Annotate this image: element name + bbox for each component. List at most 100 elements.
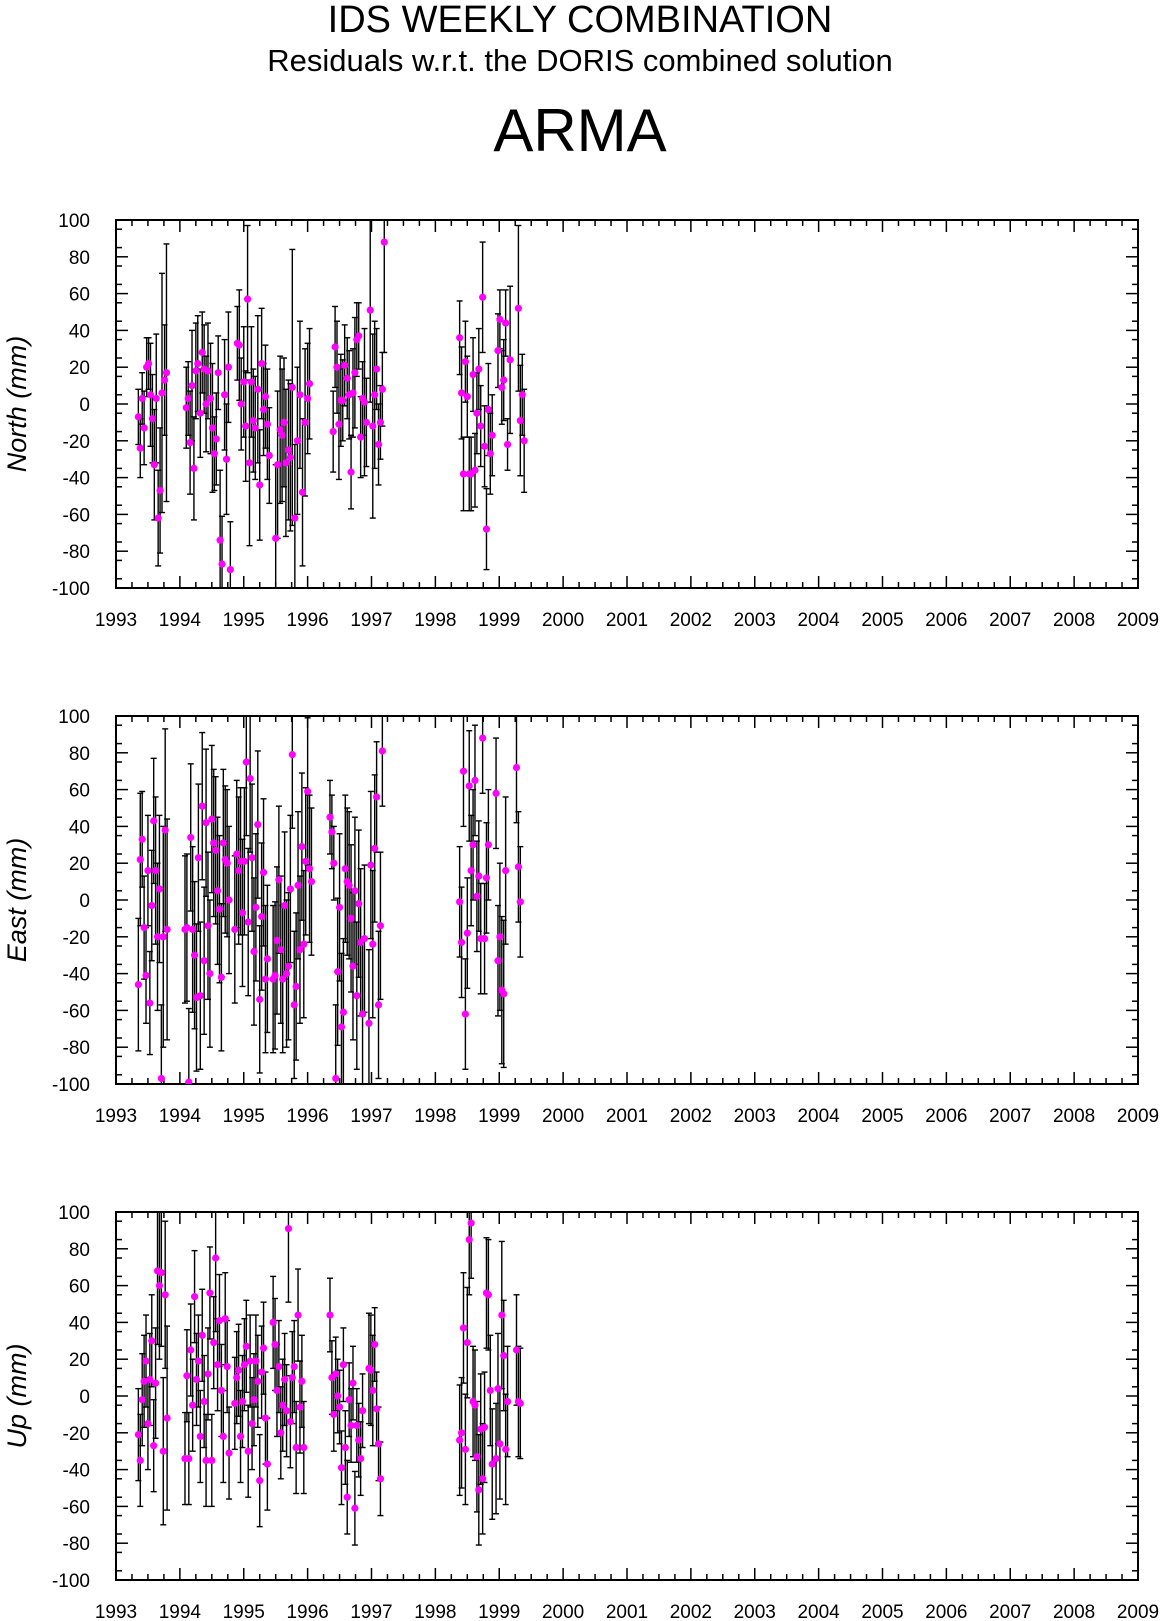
y-tick-label: -60 xyxy=(63,505,90,526)
data-point xyxy=(492,789,500,797)
data-point xyxy=(369,422,377,430)
data-point xyxy=(246,774,254,783)
data-point xyxy=(183,1372,191,1380)
data-point xyxy=(261,1414,270,1422)
data-point xyxy=(245,459,254,467)
y-tick-label: 100 xyxy=(58,1203,90,1224)
x-tick-label: 2009 xyxy=(1117,1106,1159,1127)
station-name: ARMA xyxy=(493,97,667,164)
y-tick-label: 60 xyxy=(69,781,90,802)
data-point xyxy=(159,933,167,941)
data-point xyxy=(330,859,338,867)
data-point xyxy=(217,973,225,981)
y-tick-label: 100 xyxy=(58,211,90,232)
data-point xyxy=(150,1442,158,1450)
data-point xyxy=(358,1407,367,1415)
data-point xyxy=(254,385,262,393)
data-point xyxy=(208,1456,216,1464)
x-tick-label: 2008 xyxy=(1053,610,1095,631)
plot-frame xyxy=(115,1211,1139,1581)
data-point xyxy=(343,1493,351,1501)
data-point xyxy=(500,990,508,998)
x-tick-label: 2009 xyxy=(1117,1602,1159,1621)
data-point xyxy=(238,909,247,917)
data-point xyxy=(242,422,250,430)
data-point xyxy=(250,1396,258,1404)
data-point xyxy=(258,359,266,368)
up-panel: 1993 1994 1995 1996 1997 1998 1999 2000 2001 2002… xyxy=(2,1203,1159,1621)
data-point xyxy=(345,881,353,889)
data-point xyxy=(355,1436,363,1444)
data-point xyxy=(498,383,506,392)
data-point xyxy=(182,404,190,412)
data-point xyxy=(223,859,231,867)
data-point xyxy=(155,885,164,893)
data-point xyxy=(471,466,479,474)
data-point xyxy=(479,1475,487,1483)
data-point xyxy=(140,424,148,432)
data-point xyxy=(278,431,286,439)
data-point xyxy=(300,1443,308,1452)
data-point xyxy=(357,433,365,441)
data-point xyxy=(335,903,344,911)
data-point xyxy=(294,881,302,889)
data-point xyxy=(343,374,351,382)
data-point xyxy=(204,367,212,375)
y-axis-label: North (mm) xyxy=(2,336,32,473)
data-point xyxy=(467,1219,475,1227)
data-point xyxy=(249,416,257,425)
x-tick-label: 1994 xyxy=(159,1106,202,1127)
data-point xyxy=(479,734,487,742)
data-point xyxy=(288,383,296,392)
data-point xyxy=(150,817,158,825)
data-point xyxy=(296,391,304,399)
data-point xyxy=(157,1074,165,1083)
chart-title: IDS WEEKLY COMBINATION xyxy=(327,0,833,41)
x-tick-label: 2007 xyxy=(989,610,1031,631)
data-point xyxy=(516,416,524,425)
y-tick-label: -20 xyxy=(63,928,90,949)
data-point xyxy=(369,940,377,948)
data-point xyxy=(274,461,282,469)
data-point xyxy=(494,1385,502,1393)
data-point xyxy=(328,828,336,836)
data-point xyxy=(138,1396,146,1404)
data-point xyxy=(296,1403,304,1411)
data-point xyxy=(246,1357,254,1365)
data-point xyxy=(163,925,171,934)
data-point xyxy=(357,1454,365,1463)
data-point xyxy=(326,813,334,821)
data-point xyxy=(248,854,256,862)
data-series xyxy=(134,1212,524,1546)
data-point xyxy=(461,1445,469,1453)
x-tick-label: 1998 xyxy=(414,1602,456,1621)
data-point xyxy=(373,365,381,373)
data-point xyxy=(188,382,196,390)
data-point xyxy=(160,376,169,384)
data-point xyxy=(152,394,160,403)
data-point xyxy=(378,385,386,393)
plot-frame xyxy=(115,715,1139,1085)
data-point xyxy=(360,398,369,406)
data-point xyxy=(226,566,234,574)
data-point xyxy=(142,1357,150,1365)
data-point xyxy=(142,971,150,980)
data-point xyxy=(256,995,264,1003)
data-point xyxy=(265,451,273,460)
data-point xyxy=(206,970,214,978)
data-point xyxy=(258,912,266,921)
data-point xyxy=(187,833,195,842)
data-point xyxy=(252,1357,260,1365)
data-point xyxy=(463,393,471,401)
data-point xyxy=(380,238,388,246)
data-point xyxy=(214,369,222,377)
data-point xyxy=(516,898,524,906)
data-series xyxy=(134,220,528,588)
data-point xyxy=(243,295,252,303)
data-point xyxy=(202,400,210,408)
data-point xyxy=(244,1447,252,1455)
data-point xyxy=(457,389,466,397)
x-tick-label: 1995 xyxy=(223,1106,265,1127)
data-point xyxy=(279,975,287,983)
data-point xyxy=(374,1001,383,1009)
